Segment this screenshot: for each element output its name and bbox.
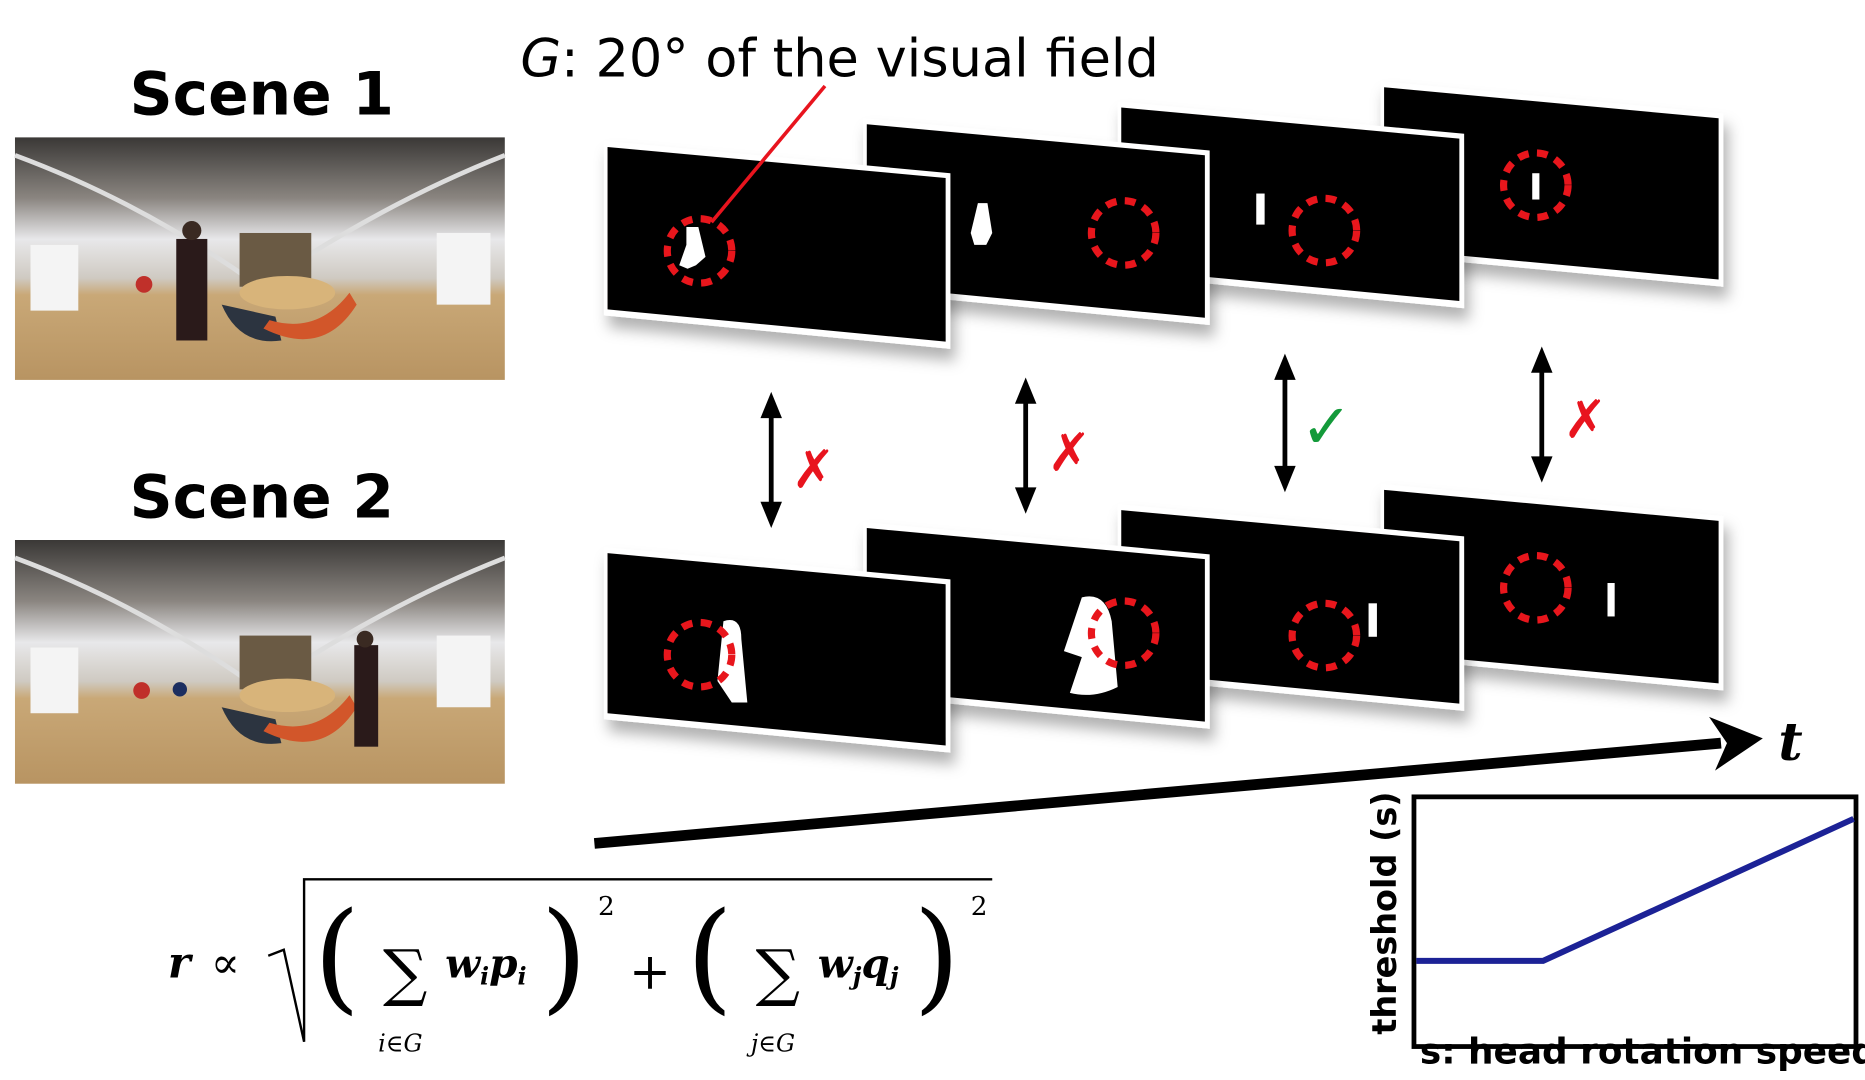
formula-sum-1: ∑ (383, 936, 427, 1009)
gaze-region-circle (1288, 599, 1361, 672)
formula-lparen-1: ( (314, 888, 361, 1027)
person-silhouette (1368, 603, 1377, 637)
gaze-region-circle (1087, 197, 1160, 269)
person-silhouette (1532, 173, 1540, 200)
gaze-region-circle (1087, 597, 1160, 670)
cross-mark-icon: ✗ (1047, 423, 1091, 484)
formula-sub-1: i∈G (378, 1029, 422, 1057)
formula-lhs: r (168, 938, 194, 988)
formula-rparen-2: ) (913, 888, 960, 1027)
person-silhouette (970, 203, 993, 245)
scene-2-label: Scene 2 (130, 463, 394, 532)
time-arrow (593, 716, 1763, 849)
scene-1-frame-4 (1380, 81, 1724, 287)
formula-lparen-2: ( (686, 888, 733, 1027)
formula-exp-1: 2 (598, 892, 615, 922)
person-silhouette (1607, 583, 1615, 617)
scene-2-frame-4 (1380, 483, 1724, 691)
formula-sum-2: ∑ (756, 936, 800, 1009)
scene-1-frames (603, 81, 1724, 349)
scene-1-panorama (14, 137, 506, 380)
cross-mark-icon: ✗ (792, 439, 836, 500)
comparison-2: ✗ (1014, 377, 1091, 514)
person-silhouette (1063, 596, 1118, 695)
time-label: t (1778, 712, 1802, 773)
visual-field-caption: G: 20° of the visual field (520, 28, 1159, 89)
gaze-region-circle (663, 618, 736, 691)
cross-mark-icon: ✗ (1563, 389, 1607, 450)
sqrt-sign (267, 878, 993, 1043)
check-mark-icon: ✓ (1300, 390, 1352, 463)
formula-proportional: ∝ (211, 938, 240, 988)
scene-1-label: Scene 1 (130, 61, 394, 130)
comparison-4: ✗ (1531, 346, 1607, 483)
person-silhouette (679, 226, 706, 269)
scene-2-frames (603, 483, 1724, 753)
caption-pointer-line (710, 84, 827, 224)
threshold-curve (1416, 816, 1855, 964)
gaze-region-circle (1499, 551, 1572, 624)
scene-2-frame-1 (603, 547, 951, 753)
formula-exp-2: 2 (971, 892, 988, 922)
chart-y-label: threshold (s) (1365, 791, 1404, 1034)
scene-1-frame-1 (603, 140, 951, 349)
formula-plus: + (629, 942, 671, 1001)
gaze-region-circle (663, 215, 736, 287)
comparison-3: ✓ (1274, 353, 1353, 493)
person-silhouette (1256, 193, 1265, 225)
formula-rparen-1: ) (541, 888, 588, 1027)
formula-term-1: wipi (445, 939, 527, 990)
gaze-region-circle (1499, 149, 1572, 222)
gaze-region-circle (1288, 194, 1361, 267)
formula-sub-2: j∈G (746, 1029, 795, 1057)
chart-x-label: s: head rotation speed (1420, 1031, 1865, 1072)
threshold-chart: threshold (s) s: head rotation speed (1365, 791, 1865, 1072)
formula-term-2: wjqj (818, 939, 899, 990)
scene-2-panorama (14, 540, 506, 784)
similarity-formula: r ∝ ( ∑ i∈G wipi ) 2 + ( ∑ j∈G wjqj ) 2 (168, 878, 993, 1057)
comparison-1: ✗ (760, 391, 836, 529)
